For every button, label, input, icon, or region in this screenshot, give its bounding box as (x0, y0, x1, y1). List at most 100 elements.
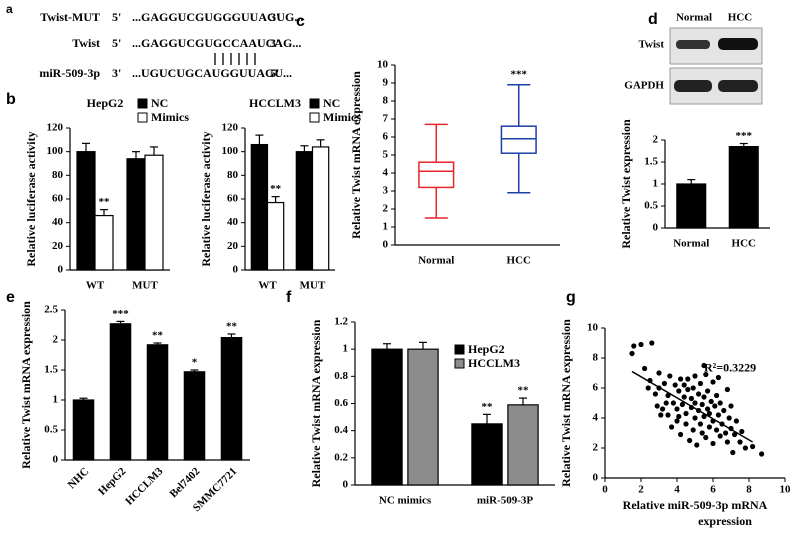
y-tick-label: 3 (383, 185, 389, 197)
point (688, 395, 695, 402)
y-tick-label: 0 (53, 454, 59, 466)
y-tick-label: 0 (593, 472, 599, 484)
significance: ** (270, 183, 282, 195)
x-tick-label: Normal (418, 255, 454, 267)
legend-swatch (454, 344, 465, 355)
point (726, 415, 732, 421)
bar (471, 423, 503, 486)
bar (144, 154, 164, 271)
row-name: Twist-MUT (40, 10, 100, 24)
bar (311, 146, 330, 271)
y-tick-label: 1.5 (44, 364, 58, 376)
point (642, 365, 648, 372)
point (681, 394, 687, 400)
y-tick-label: 2.5 (44, 304, 58, 316)
legend-label: NC (323, 96, 340, 110)
y-tick-label: 2 (383, 203, 389, 215)
point (697, 380, 704, 387)
y-tick-label: 1 (383, 221, 389, 233)
panel-letter: d (648, 11, 658, 28)
point (679, 401, 686, 408)
blot-row: Twist (639, 39, 665, 51)
bar (76, 151, 96, 271)
western-blot: Normal HCC Twist GAPDH (624, 12, 763, 105)
point (638, 341, 644, 348)
point (672, 382, 678, 388)
point (694, 442, 700, 448)
x-tick-label: HCC (732, 238, 757, 250)
fit-line (631, 370, 753, 443)
bar (507, 404, 539, 486)
y-tick-label: 2 (653, 134, 659, 146)
y-tick-label: 1.5 (644, 156, 658, 168)
point (733, 418, 740, 424)
blot-band (676, 40, 710, 49)
legend-swatch (137, 98, 148, 109)
x-tick-label: WT (86, 280, 105, 292)
sequence: ...GAGGUCGUGGGUUAGUG... (132, 10, 303, 24)
point (674, 406, 680, 412)
panel-letter: b (6, 91, 16, 108)
y-axis-label: Relative luciferase activity (24, 131, 38, 266)
legend-label: Mimics (323, 110, 361, 124)
point (724, 386, 731, 393)
y-tick-label: 6 (383, 131, 389, 143)
point (739, 428, 745, 435)
point (656, 370, 662, 376)
box (418, 161, 455, 189)
y-tick-label: 5 (383, 149, 389, 161)
point (730, 449, 736, 456)
point (645, 385, 651, 391)
y-tick-label: 0 (58, 264, 64, 276)
point (678, 431, 684, 438)
point (699, 430, 705, 436)
x-axis-label: expression (698, 514, 752, 528)
x-tick-label: 4 (674, 484, 680, 496)
point (723, 430, 729, 436)
y-tick-label: 0 (383, 239, 389, 251)
point (705, 406, 711, 412)
point (676, 413, 682, 420)
point (706, 424, 713, 430)
y-tick-label: 10 (377, 59, 389, 71)
x-tick-label: 10 (780, 484, 792, 496)
y-tick-label: 100 (222, 145, 239, 157)
y-tick-label: 1.2 (334, 316, 348, 328)
panel-letter: e (6, 289, 15, 306)
y-tick-label: 0.6 (334, 397, 348, 409)
y-tick-label: 0 (343, 479, 349, 491)
x-tick-label: MUT (300, 280, 326, 292)
point (759, 451, 765, 457)
y-tick-label: 0.2 (334, 451, 348, 463)
x-tick-label: Normal (673, 238, 709, 250)
point (649, 340, 655, 346)
significance: ** (518, 385, 530, 397)
row-end: 5' (270, 66, 279, 80)
point (706, 410, 713, 417)
y-tick-label: 40 (227, 216, 239, 228)
significance: ** (152, 330, 164, 342)
point (685, 386, 691, 393)
point (687, 437, 693, 444)
point (663, 400, 669, 406)
legend-swatch (309, 98, 320, 109)
y-tick-label: 1 (653, 178, 659, 190)
legend-label: HepG2 (468, 342, 505, 356)
box (500, 125, 537, 154)
blot-column: Normal (676, 12, 712, 24)
bar (295, 151, 314, 271)
point (629, 350, 635, 357)
point (728, 403, 734, 409)
annotation: R²=0.3229 (704, 360, 756, 374)
y-tick-label: 8 (593, 352, 599, 364)
point (699, 401, 705, 408)
point (717, 400, 723, 406)
point (654, 403, 660, 409)
significance: ** (99, 196, 111, 208)
legend-label: HCCLM3 (468, 356, 520, 370)
point (712, 403, 718, 409)
point (710, 440, 716, 447)
point (703, 434, 709, 441)
blot-band (674, 80, 712, 92)
